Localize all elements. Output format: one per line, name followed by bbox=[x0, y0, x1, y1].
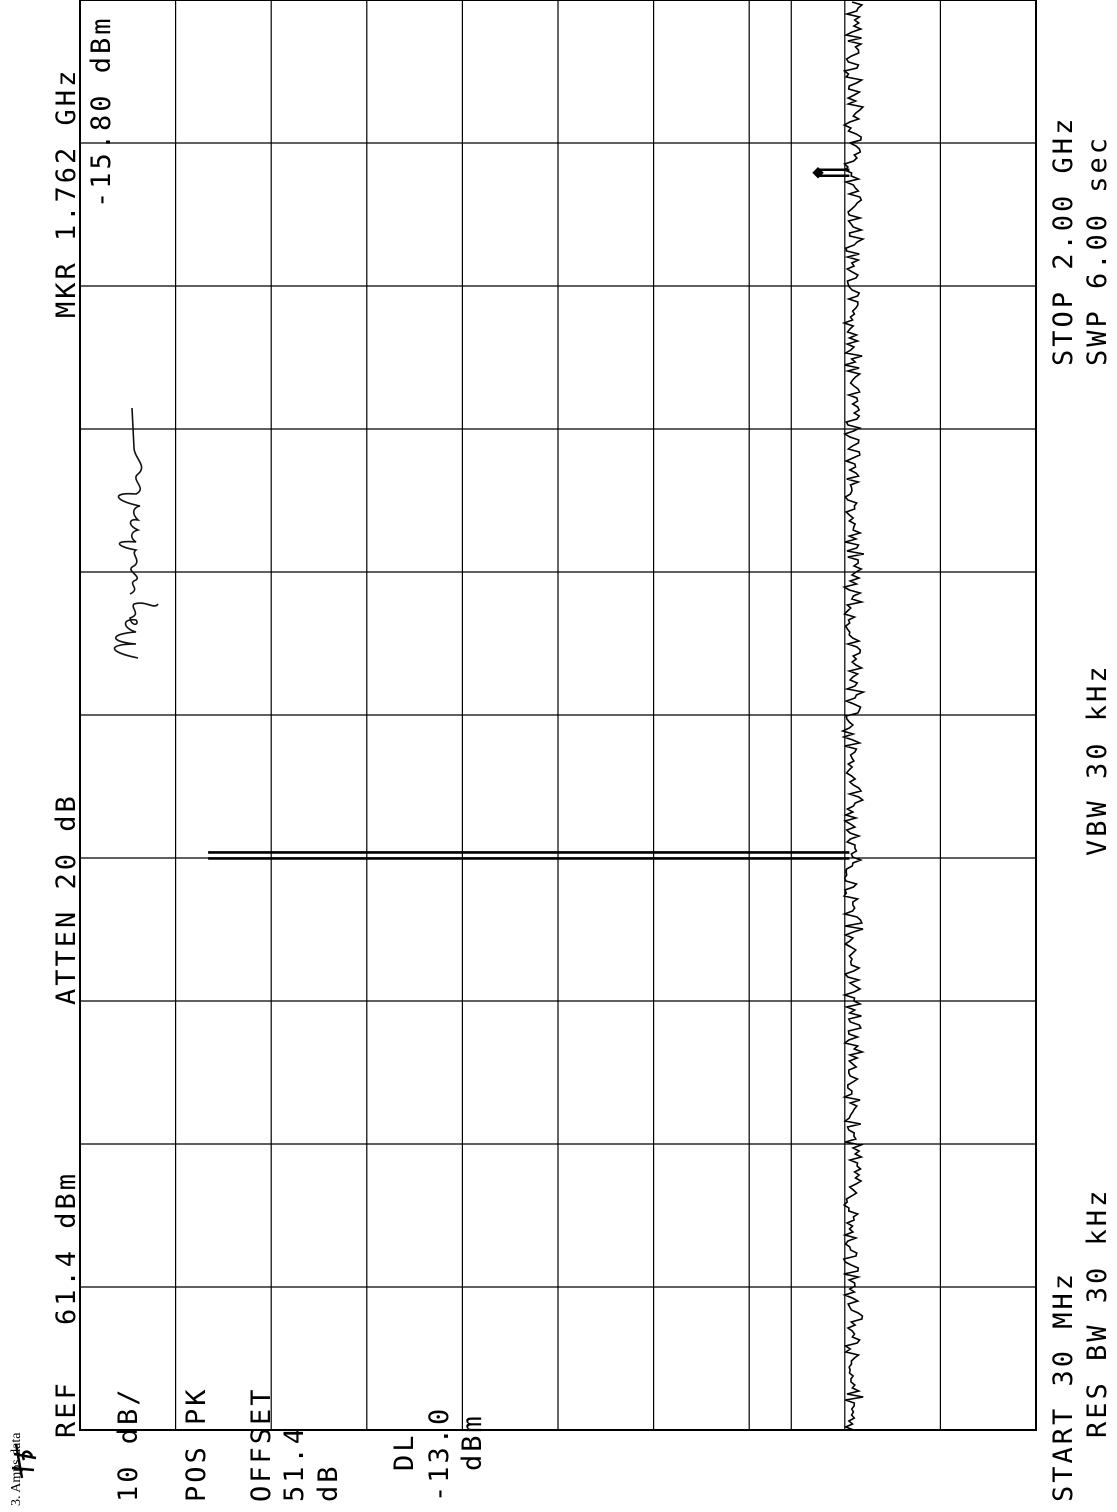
marker-amplitude: -15.80 dBm bbox=[86, 15, 117, 208]
scale-label: 10 dB/ bbox=[113, 1386, 144, 1502]
ref-label: REF bbox=[51, 1380, 82, 1438]
res-bw: RES BW 30 kHz bbox=[1082, 1188, 1113, 1438]
vbw: VBW 30 kHz bbox=[1082, 663, 1113, 856]
spur-group bbox=[208, 168, 850, 860]
document-note-text: 3. Amps data bbox=[9, 1432, 24, 1506]
stop-frequency: STOP 2.00 GHz bbox=[1048, 116, 1079, 366]
document-note: 3. Amps data bbox=[4, 1398, 28, 1508]
detector-label: POS PK bbox=[181, 1386, 212, 1502]
graticule-border bbox=[79, 0, 1037, 1431]
signature bbox=[113, 407, 159, 659]
offset-unit: dB bbox=[313, 1463, 344, 1502]
dl-label: DL bbox=[389, 1432, 420, 1471]
sweep-time: SWP 6.00 sec bbox=[1082, 135, 1113, 366]
marker-diamond bbox=[812, 167, 824, 179]
dl-unit: dBm bbox=[457, 1413, 488, 1471]
ref-value: 61.4 dBm bbox=[51, 1171, 82, 1325]
hp-logo bbox=[11, 1443, 37, 1479]
trace-line bbox=[840, 1, 867, 1431]
start-frequency: START 30 MHz bbox=[1048, 1271, 1079, 1502]
offset-value: 51.4 bbox=[279, 1425, 310, 1502]
offset-label: OFFSET bbox=[246, 1386, 277, 1502]
marker-frequency: MKR 1.762 GHz bbox=[51, 68, 82, 318]
dl-value: -13.0 bbox=[424, 1406, 455, 1502]
atten-label: ATTEN 20 dB bbox=[51, 793, 82, 1005]
